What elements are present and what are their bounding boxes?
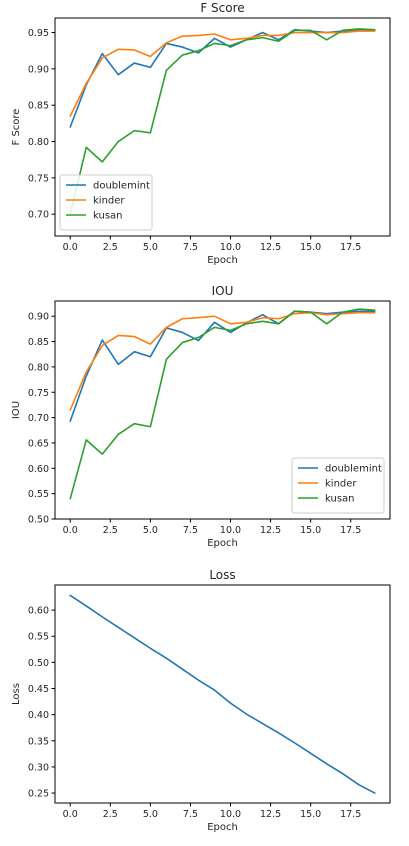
y-tick-label: 0.90 — [28, 312, 49, 323]
x-tick-label: 7.5 — [183, 809, 198, 820]
y-axis-label: F Score — [11, 109, 22, 146]
x-tick-label: 17.5 — [340, 809, 361, 820]
y-tick-label: 0.40 — [28, 710, 49, 721]
y-tick-label: 0.80 — [28, 362, 49, 373]
x-tick-label: 15.0 — [300, 525, 321, 536]
series-line-loss — [69, 594, 376, 794]
legend-label-kusan: kusan — [93, 211, 123, 222]
y-tick-label: 0.85 — [28, 337, 49, 348]
y-tick-label: 0.55 — [28, 632, 49, 643]
y-tick-label: 0.30 — [28, 762, 49, 773]
x-tick-label: 12.5 — [260, 809, 281, 820]
x-tick-label: 7.5 — [183, 242, 198, 253]
plot-frame — [54, 584, 391, 804]
y-axis-label: Loss — [11, 683, 22, 705]
x-tick-label: 10.0 — [220, 525, 241, 536]
x-axis-label: Epoch — [207, 538, 238, 549]
chart-iou: IOU 0.0 2.5 5.0 7.5 10.0 12.5 15.0 17.5 0.50 0.55 0… — [11, 284, 391, 549]
x-tick-label: 12.5 — [260, 242, 281, 253]
series-line-kinder — [69, 311, 376, 411]
x-axis-label: Epoch — [207, 255, 238, 266]
series-line-doublemint — [69, 310, 376, 422]
y-tick-label: 0.50 — [28, 658, 49, 669]
x-tick-label: 10.0 — [220, 242, 241, 253]
x-tick-label: 5.0 — [143, 809, 158, 820]
legend-box — [291, 457, 385, 514]
legend: doublemint kinder kusan — [59, 174, 153, 231]
chart-loss: Loss 0.0 2.5 5.0 7.5 10.0 12.5 15.0 17.5 0.25 0.30… — [11, 568, 391, 833]
legend-label-doublemint: doublemint — [325, 464, 382, 475]
legend: doublemint kinder kusan — [291, 457, 385, 514]
chart-title: F Score — [200, 1, 244, 15]
y-tick-label: 0.45 — [28, 684, 49, 695]
x-tick-label: 2.5 — [103, 809, 118, 820]
x-tick-label: 7.5 — [183, 525, 198, 536]
x-tick-label: 0.0 — [63, 525, 78, 536]
legend-label-doublemint: doublemint — [93, 181, 150, 192]
y-tick-label: 0.75 — [28, 388, 49, 399]
y-tick-label: 0.80 — [28, 137, 49, 148]
legend-label-kinder: kinder — [93, 196, 125, 207]
y-axis-label: IOU — [11, 401, 22, 419]
y-tick-label: 0.25 — [28, 789, 49, 800]
plot-frame — [54, 17, 391, 237]
x-tick-label: 0.0 — [63, 809, 78, 820]
plot-frame — [54, 300, 391, 520]
series-line-kusan — [69, 28, 376, 215]
y-tick-label: 0.55 — [28, 489, 49, 500]
legend-label-kinder: kinder — [325, 479, 357, 490]
series-line-kusan — [69, 308, 376, 500]
legend-label-kusan: kusan — [325, 494, 355, 505]
x-tick-label: 15.0 — [300, 242, 321, 253]
y-tick-label: 0.35 — [28, 736, 49, 747]
x-tick-label: 12.5 — [260, 525, 281, 536]
x-axis-label: Epoch — [207, 822, 238, 833]
chart-f-score: F Score 0.0 2.5 5.0 7.5 10.0 12.5 15.0 17.5 0.70 0… — [11, 1, 391, 266]
y-tick-label: 0.90 — [28, 64, 49, 75]
y-tick-label: 0.65 — [28, 438, 49, 449]
chart-title: IOU — [212, 284, 234, 298]
x-tick-label: 0.0 — [63, 242, 78, 253]
x-tick-label: 17.5 — [340, 525, 361, 536]
series-line-kinder — [69, 30, 376, 117]
y-tick-label: 0.95 — [28, 28, 49, 39]
y-tick-label: 0.70 — [28, 210, 49, 221]
x-tick-label: 10.0 — [220, 809, 241, 820]
x-tick-label: 15.0 — [300, 809, 321, 820]
x-tick-label: 17.5 — [340, 242, 361, 253]
y-tick-label: 0.50 — [28, 515, 49, 526]
x-tick-label: 5.0 — [143, 242, 158, 253]
x-tick-label: 2.5 — [103, 525, 118, 536]
y-tick-label: 0.60 — [28, 606, 49, 617]
y-tick-label: 0.75 — [28, 173, 49, 184]
legend-box — [59, 174, 153, 231]
x-tick-label: 2.5 — [103, 242, 118, 253]
chart-title: Loss — [209, 568, 235, 582]
y-tick-label: 0.70 — [28, 413, 49, 424]
y-tick-label: 0.60 — [28, 464, 49, 475]
y-tick-label: 0.85 — [28, 101, 49, 112]
x-tick-label: 5.0 — [143, 525, 158, 536]
